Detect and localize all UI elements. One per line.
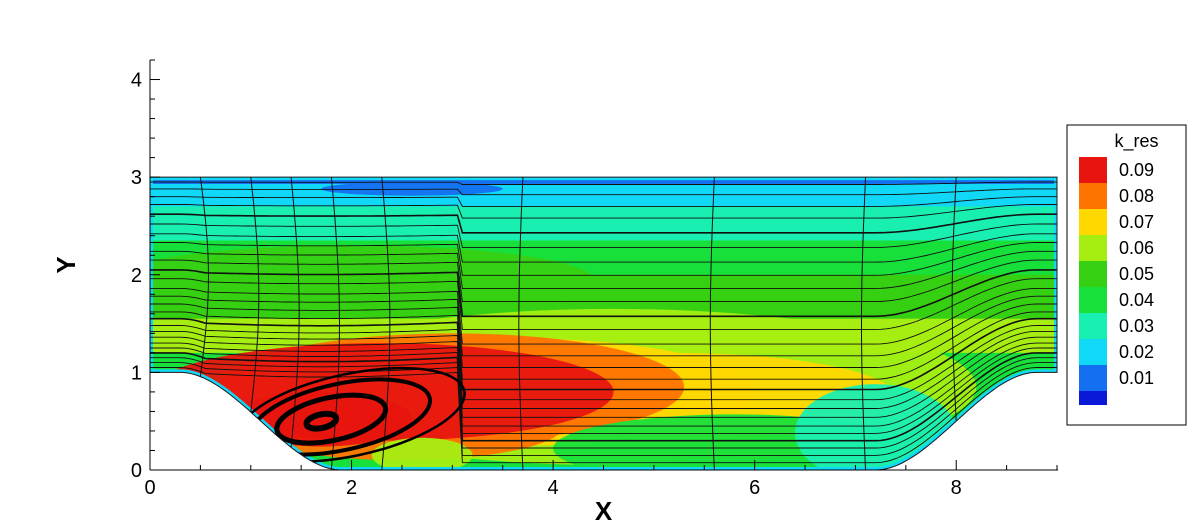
x-axis-title: X — [595, 496, 613, 524]
legend-swatch — [1079, 287, 1107, 313]
plot-area — [149, 176, 1058, 471]
legend-label: 0.03 — [1119, 316, 1154, 336]
streamline — [150, 223, 1057, 248]
x-tick-label: 4 — [548, 477, 559, 499]
streamline — [150, 303, 1057, 368]
mesh-line — [381, 177, 391, 470]
mesh-line — [250, 177, 260, 413]
streamline — [150, 204, 1057, 219]
mesh-line — [518, 177, 524, 470]
streamline — [150, 325, 1057, 401]
y-tick-label: 4 — [131, 70, 142, 92]
legend-swatch — [1079, 391, 1107, 405]
contour-region — [150, 245, 594, 314]
grid-lines — [199, 177, 957, 470]
streamline — [150, 362, 1057, 456]
x-axis-ticks: 0 2 4 6 8 — [144, 460, 1058, 499]
streamline — [150, 367, 1057, 464]
legend-label: 0.01 — [1119, 368, 1154, 388]
legend-swatch — [1079, 365, 1107, 391]
streamline — [150, 213, 1057, 234]
legend-label: 0.07 — [1119, 212, 1154, 232]
fluid-domain — [150, 177, 1057, 470]
streamline — [150, 259, 1057, 303]
streamlines — [150, 181, 1057, 464]
y-tick-label: 3 — [131, 167, 142, 189]
legend-label: 0.08 — [1119, 186, 1154, 206]
y-tick-label: 1 — [131, 362, 142, 384]
legend-swatch — [1079, 235, 1107, 261]
legend: k_res 0.090.080.070.060.050.040.030.020.… — [1066, 124, 1187, 426]
streamline — [150, 242, 1057, 276]
streamline — [150, 269, 1057, 318]
legend-label: 0.09 — [1119, 160, 1154, 180]
streamline — [150, 330, 1057, 409]
mesh-line — [199, 177, 210, 377]
streamline — [150, 295, 1057, 357]
streamline — [150, 317, 1057, 391]
y-axis-ticks: 0 1 2 3 4 — [131, 59, 160, 482]
streamline — [150, 336, 1057, 418]
contour-region — [250, 209, 372, 220]
legend-label: 0.05 — [1119, 264, 1154, 284]
streamline — [150, 278, 1057, 330]
x-tick-label: 2 — [346, 477, 357, 499]
axes: 0 2 4 6 8 0 1 2 3 4 X Y — [51, 59, 1058, 524]
y-axis-title: Y — [51, 256, 81, 273]
mesh-line — [861, 177, 866, 470]
legend-swatch — [1079, 261, 1107, 287]
contour-band — [150, 177, 1057, 184]
legend-label: 0.02 — [1119, 342, 1154, 362]
streamline — [150, 287, 1057, 345]
streamline — [150, 233, 1057, 263]
streamline — [150, 250, 1057, 289]
legend-swatch — [1079, 339, 1107, 365]
vortex-ring — [274, 392, 389, 446]
streamline — [150, 342, 1057, 427]
streamline — [150, 188, 1057, 196]
streamline — [150, 181, 1057, 185]
legend-title: k_res — [1114, 131, 1158, 152]
streamline — [150, 352, 1057, 442]
mesh-line — [951, 177, 957, 422]
mesh-line — [290, 177, 300, 448]
legend-swatch — [1079, 157, 1107, 183]
legend-swatch — [1079, 209, 1107, 235]
vortex-ring — [303, 410, 340, 432]
streamline — [150, 357, 1057, 449]
legend-label: 0.06 — [1119, 238, 1154, 258]
mesh-line — [709, 177, 715, 470]
x-tick-label: 8 — [951, 477, 962, 499]
legend-swatch — [1079, 183, 1107, 209]
legend-label: 0.04 — [1119, 290, 1154, 310]
x-tick-label: 0 — [144, 477, 155, 499]
y-tick-label: 0 — [131, 460, 142, 482]
y-tick-label: 2 — [131, 265, 142, 287]
contour-band — [150, 183, 1057, 207]
streamline — [150, 347, 1057, 434]
contour-region — [371, 437, 473, 470]
streamline — [150, 196, 1057, 207]
streamline — [150, 311, 1057, 380]
x-tick-label: 6 — [749, 477, 760, 499]
legend-swatch — [1079, 313, 1107, 339]
legend-items: 0.09 0.08 0.07 0.06 0.05 0.04 0.03 0.02 0.01 — [1079, 157, 1154, 405]
